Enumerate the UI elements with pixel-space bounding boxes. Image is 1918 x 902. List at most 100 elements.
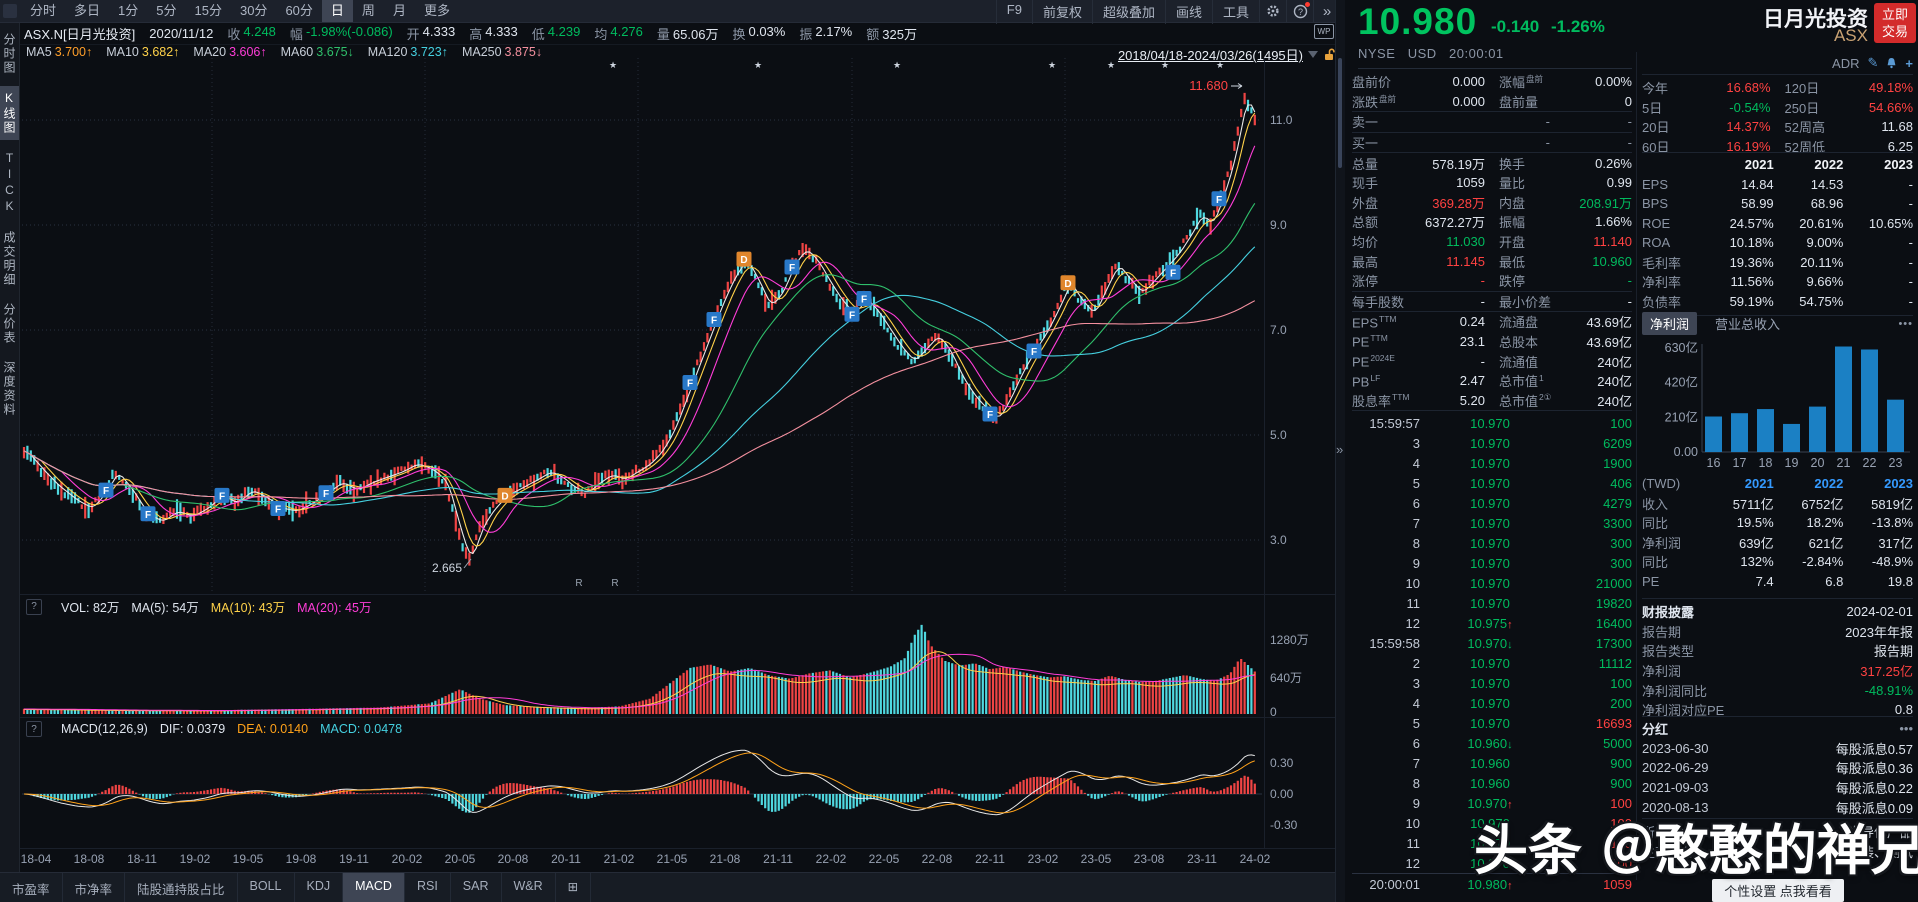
quote-row: 卖一 - -: [1352, 112, 1632, 133]
sidebar-item-TICK[interactable]: TICK: [2, 151, 17, 215]
quote-label: 最小价差: [1499, 294, 1552, 310]
tab-indicator-市净率[interactable]: 市净率: [63, 873, 126, 902]
info-field: 收 4.248: [227, 24, 276, 43]
twd-value: 18.2%: [1806, 515, 1844, 531]
ma-legend-item: MA20 3.606↑: [193, 45, 266, 59]
perf-value: 54.66%: [1868, 99, 1913, 115]
x-axis-label: 18-04: [20, 852, 52, 866]
help-icon[interactable]: ?: [1286, 0, 1313, 22]
date-range-selector[interactable]: 2018/04/18-2024/03/26(1495日): [1118, 45, 1336, 64]
x-axis-label: 23-08: [1133, 852, 1165, 866]
sale-price: 10.970↓: [1467, 635, 1513, 651]
sidebar-item-成交明细[interactable]: 成交明细: [2, 231, 16, 287]
tool-工具[interactable]: 工具: [1211, 0, 1259, 24]
more-menu-icon[interactable]: •••: [1898, 317, 1913, 330]
unlock-icon[interactable]: [1323, 48, 1336, 61]
add-icon[interactable]: +: [1905, 55, 1913, 71]
quote-value: 0.24: [1459, 314, 1485, 330]
sale-time: 3: [1412, 435, 1420, 451]
earnings-disclosure: 财报披露 2024-02-01 报告期 2023年年报 报告类型 报告期 净利润 317.25…: [1642, 598, 1913, 720]
tab-净利润[interactable]: 净利润: [1642, 312, 1698, 335]
wp-monitor-icon[interactable]: WP: [1314, 24, 1334, 39]
tab-period-更多[interactable]: 更多: [423, 3, 450, 18]
trade-now-button[interactable]: 立即 交易: [1874, 3, 1916, 43]
add-indicator-icon[interactable]: ⊞: [556, 873, 592, 902]
sale-volume: 11112: [1598, 655, 1632, 671]
settings-gear-icon[interactable]: [1259, 0, 1286, 22]
tab-period-30分[interactable]: 30分: [239, 3, 268, 18]
tool-画线[interactable]: 画线: [1164, 0, 1212, 24]
tab-period-60分[interactable]: 60分: [285, 3, 313, 18]
sales-row: 3 10.970 100: [1352, 673, 1632, 693]
tool-F9[interactable]: F9: [995, 0, 1032, 24]
perf-row: 5日 -0.54% 250日 54.66%: [1642, 98, 1913, 118]
more-tools-icon[interactable]: »: [1313, 0, 1340, 22]
svg-text:F: F: [1170, 268, 1176, 279]
sales-row: 12 10.975↑ 16400: [1352, 613, 1632, 633]
tab-indicator-MACD[interactable]: MACD: [343, 873, 405, 902]
tool-前复权[interactable]: 前复权: [1031, 0, 1092, 24]
info-field-label: 高: [469, 26, 483, 42]
twd-label: 同比: [1642, 516, 1669, 532]
quote-row: 涨跌盘前 0.000 盘前量 0: [1352, 92, 1632, 113]
price-axis-label: 7.0: [1270, 323, 1287, 337]
perf-label: 60日: [1642, 139, 1670, 155]
ma-legend: MA5 3.700↑ MA10 3.682↑ MA20 3.606↑ MA60 3.675↓ M…: [26, 44, 542, 59]
collapse-panel-handle[interactable]: »: [1336, 442, 1344, 457]
personal-settings-button[interactable]: 个性设置 点我看看: [1712, 879, 1844, 902]
tab-indicator-W&R[interactable]: W&R: [502, 873, 556, 902]
tab-period-多日[interactable]: 多日: [74, 3, 101, 18]
adr-label: ADR: [1832, 55, 1860, 71]
sales-row: 6 10.970 4279: [1352, 493, 1632, 513]
tab-indicator-BOLL[interactable]: BOLL: [238, 873, 295, 902]
tab-period-5分[interactable]: 5分: [156, 3, 177, 18]
tab-period-日[interactable]: 日: [321, 0, 353, 22]
quote-value: 11.140: [1593, 234, 1632, 250]
tab-period-月[interactable]: 月: [392, 3, 406, 18]
svg-text:R: R: [611, 578, 618, 589]
twd-value: 5711亿: [1732, 496, 1774, 512]
sale-price: 10.960: [1470, 775, 1510, 791]
adr-row: ADR ✎ +: [1642, 55, 1913, 71]
scrollbar-thumb[interactable]: [1338, 58, 1342, 168]
tab-period-分时[interactable]: 分时: [30, 3, 57, 18]
financials-label: 净利率: [1642, 275, 1682, 291]
edit-pencil-icon[interactable]: ✎: [1867, 55, 1879, 70]
price-change-pct: -1.26%: [1551, 17, 1605, 36]
sidebar-item-深度资料[interactable]: 深度资料: [2, 361, 16, 417]
industry-value: 封装、测试: [1847, 844, 1913, 860]
x-axis-label: 23-02: [1027, 852, 1059, 866]
tab-indicator-市盈率[interactable]: 市盈率: [0, 873, 63, 902]
tool-超级叠加[interactable]: 超级叠加: [1091, 0, 1165, 24]
sidebar-item-分时图[interactable]: 分时图: [2, 33, 16, 75]
quote-label: 卖一: [1352, 115, 1379, 131]
alert-bell-icon[interactable]: [1886, 57, 1897, 69]
tab-营业总收入[interactable]: 营业总收入: [1715, 317, 1781, 332]
twd-row: 同比 19.5% 18.2% -13.8%: [1642, 513, 1913, 533]
more-menu-icon[interactable]: •••: [1899, 721, 1913, 737]
sale-time: 10: [1405, 815, 1420, 831]
k-line-chart[interactable]: ★ ★ ★ ★ ★ ★ ★ R R F F F F F F F F F F F F F F D D D 11.680 2.665: [0, 0, 1345, 902]
tab-period-周[interactable]: 周: [361, 3, 375, 18]
sidebar-item-分价表[interactable]: 分价表: [2, 303, 16, 345]
tab-indicator-RSI[interactable]: RSI: [405, 873, 451, 902]
twd-row: 收入 5711亿 6752亿 5819亿: [1642, 494, 1913, 514]
financials-value: -: [1908, 293, 1914, 309]
info-field: 幅 -1.98%(-0.086): [290, 24, 393, 43]
quote-label: 最高: [1352, 254, 1379, 270]
svg-text:D: D: [740, 255, 747, 266]
tab-indicator-KDJ[interactable]: KDJ: [295, 873, 344, 902]
help-icon[interactable]: ?: [26, 721, 42, 737]
quote-label: 每手股数: [1352, 294, 1405, 310]
tab-period-15分[interactable]: 15分: [194, 3, 222, 18]
sales-row: 5 10.970 16693: [1352, 713, 1632, 733]
tab-indicator-陆股通持股占比[interactable]: 陆股通持股占比: [125, 873, 238, 902]
pane-divider: [20, 717, 1336, 718]
help-icon[interactable]: ?: [26, 598, 42, 615]
tab-period-1分[interactable]: 1分: [118, 3, 139, 18]
sidebar-item-K线图[interactable]: K线图: [0, 86, 19, 140]
x-axis-label: 21-02: [603, 852, 635, 866]
tab-indicator-SAR[interactable]: SAR: [451, 873, 502, 902]
twd-value: 317亿: [1878, 535, 1914, 551]
info-field-value: 0.03%: [748, 23, 786, 39]
